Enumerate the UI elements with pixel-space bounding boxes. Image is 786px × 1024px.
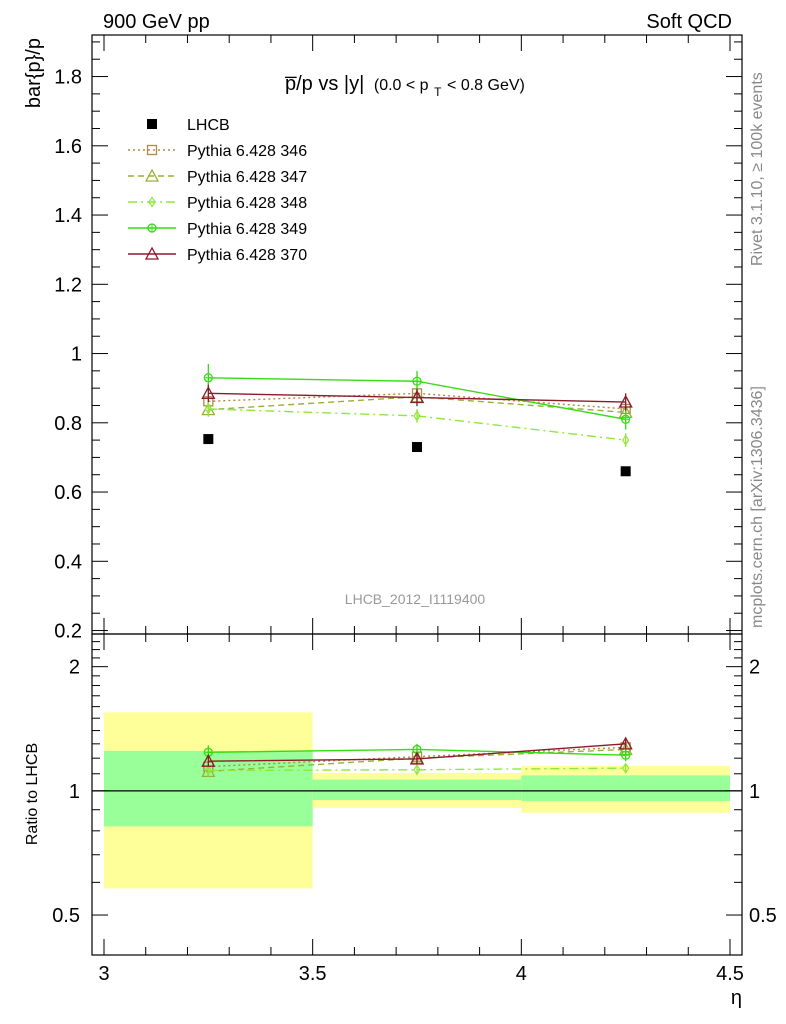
y-tick-label: 0.8 [54, 413, 82, 435]
legend-item-p347: Pythia 6.428 347 [128, 168, 307, 186]
y-tick-label: 0.4 [54, 551, 82, 573]
legend-label-lhcb: LHCB [187, 117, 230, 134]
legend-label-p349: Pythia 6.428 349 [187, 221, 307, 238]
point-p370 [409, 390, 425, 404]
legend-label-p346: Pythia 6.428 346 [187, 143, 307, 160]
legend-marker-p370 [144, 246, 160, 260]
point-lhcb [412, 442, 422, 453]
point-lhcb [203, 434, 214, 445]
point-p370 [618, 394, 633, 408]
legend-marker-p348 [148, 196, 156, 208]
legend-marker-p347 [144, 168, 160, 182]
ratio-point-p348 [204, 764, 213, 777]
main-y-axis-label: bar{p}/p [23, 38, 45, 108]
ratio-point-p348 [621, 762, 630, 774]
legend-label-p370: Pythia 6.428 370 [187, 247, 307, 264]
watermark: LHCB_2012_I1119400 [345, 591, 486, 607]
y-tick-label: 1.8 [54, 67, 82, 89]
y-tick-label: 1.4 [54, 205, 82, 227]
header-left: 900 GeV pp [103, 11, 210, 33]
y-tick-label: 0.6 [54, 482, 82, 504]
ratio-y-tick-label-right: 2 [749, 657, 760, 679]
ratio-point-p348 [413, 764, 421, 776]
series-p370 [201, 384, 633, 411]
legend-item-p370: Pythia 6.428 370 [128, 246, 307, 264]
title-cut-close: < 0.8 GeV) [447, 77, 525, 94]
legend: LHCB Pythia 6.428 346 Pythia 6.428 347 Pyth… [128, 117, 307, 264]
ratio-point-p370 [618, 736, 633, 750]
ratio-series-p348 [204, 762, 630, 777]
y-tick-label: 0.2 [54, 621, 82, 643]
ratio-y-axis-label: Ratio to LHCB [24, 743, 41, 845]
line-p348 [208, 408, 626, 441]
mcplots-label: mcplots.cern.ch [arXiv:1306.3436] [749, 386, 766, 628]
uncertainty-band-green [312, 779, 522, 801]
x-tick-label: 3.5 [299, 963, 327, 985]
main-panel: 0.2 0.4 0.6 0.8 1 1.2 1.4 1.6 1.8 bar{p}/p p̅/p … [23, 34, 743, 643]
x-tick-label: 3 [98, 963, 109, 985]
ratio-plot-area: 0.5 0.5 1 1 2 2 3 3.5 4 4.5 [52, 633, 777, 985]
ratio-point-p370 [201, 753, 216, 767]
legend-label-p347: Pythia 6.428 347 [187, 169, 307, 186]
title-cut-open: (0.0 < p [374, 77, 429, 94]
ratio-point-p370 [409, 751, 425, 765]
rivet-label: Rivet 3.1.10, ≥ 100k events [749, 72, 766, 266]
series-lhcb [203, 434, 631, 477]
legend-item-lhcb: LHCB [147, 117, 230, 134]
uncertainty-band-green [521, 775, 730, 801]
title-cut-sub: T [434, 85, 442, 99]
ratio-y-tick-label: 1 [69, 781, 80, 803]
legend-item-p346: Pythia 6.428 346 [128, 143, 307, 160]
ratio-frame [91, 633, 743, 956]
point-lhcb [620, 466, 631, 477]
header-right: Soft QCD [646, 11, 732, 33]
title-main: p̅/p vs |y| [285, 73, 364, 95]
ratio-y-tick-label-right: 1 [749, 781, 760, 803]
x-tick-label: 4 [516, 963, 527, 985]
ratio-y-tick-label: 0.5 [52, 905, 80, 927]
legend-marker-lhcb [147, 119, 157, 129]
chart-title: p̅/p vs |y| (0.0 < p T < 0.8 GeV) [285, 73, 525, 101]
legend-marker-p346 [146, 144, 158, 156]
legend-label-p348: Pythia 6.428 348 [187, 195, 307, 212]
ratio-series-p370 [201, 736, 633, 767]
ratio-y-tick-label-right: 0.5 [749, 905, 777, 927]
ratio-y-tick-label: 2 [69, 657, 80, 679]
point-p348 [621, 434, 630, 446]
series-p349 [203, 363, 631, 430]
legend-item-p348: Pythia 6.428 348 [128, 195, 307, 212]
y-tick-label: 1.2 [54, 274, 82, 296]
point-p370 [201, 386, 216, 400]
x-axis-label: η [731, 987, 742, 1009]
point-p348 [413, 410, 421, 422]
y-tick-label: 1.6 [54, 136, 82, 158]
point-p348 [204, 403, 213, 415]
main-plot-area: 0.2 0.4 0.6 0.8 1 1.2 1.4 1.6 1.8 [54, 34, 743, 643]
ratio-line-p348 [208, 767, 626, 772]
ratio-panel: 0.5 0.5 1 1 2 2 3 3.5 4 4.5 Ratio to LHCB η [24, 633, 777, 1009]
legend-item-p349: Pythia 6.428 349 [128, 221, 307, 238]
x-tick-label: 4.5 [716, 963, 744, 985]
y-tick-label: 1 [71, 344, 82, 366]
series-p348 [204, 402, 630, 448]
